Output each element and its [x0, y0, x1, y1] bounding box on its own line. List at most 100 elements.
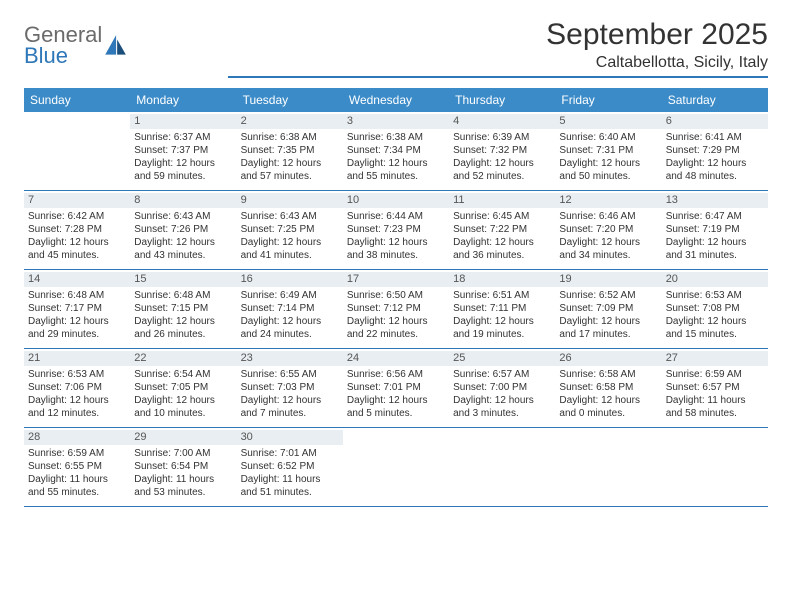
daylight-text: Daylight: 11 hours and 51 minutes. — [241, 473, 339, 499]
day-number: 24 — [343, 351, 449, 366]
day-cell: 21Sunrise: 6:53 AMSunset: 7:06 PMDayligh… — [24, 349, 130, 427]
day-cell: 14Sunrise: 6:48 AMSunset: 7:17 PMDayligh… — [24, 270, 130, 348]
day-number: 25 — [449, 351, 555, 366]
daylight-text: Daylight: 12 hours and 19 minutes. — [453, 315, 551, 341]
sunrise-text: Sunrise: 6:41 AM — [666, 131, 764, 144]
day-cell: 20Sunrise: 6:53 AMSunset: 7:08 PMDayligh… — [662, 270, 768, 348]
daylight-text: Daylight: 12 hours and 26 minutes. — [134, 315, 232, 341]
sunset-text: Sunset: 6:58 PM — [559, 381, 657, 394]
day-cell: 3Sunrise: 6:38 AMSunset: 7:34 PMDaylight… — [343, 112, 449, 190]
day-cell: 22Sunrise: 6:54 AMSunset: 7:05 PMDayligh… — [130, 349, 236, 427]
day-cell: 12Sunrise: 6:46 AMSunset: 7:20 PMDayligh… — [555, 191, 661, 269]
day-cell: 16Sunrise: 6:49 AMSunset: 7:14 PMDayligh… — [237, 270, 343, 348]
day-number: 10 — [343, 193, 449, 208]
daylight-text: Daylight: 12 hours and 3 minutes. — [453, 394, 551, 420]
day-number: 30 — [237, 430, 343, 445]
sunrise-text: Sunrise: 6:37 AM — [134, 131, 232, 144]
sunset-text: Sunset: 7:05 PM — [134, 381, 232, 394]
daylight-text: Daylight: 12 hours and 38 minutes. — [347, 236, 445, 262]
sunrise-text: Sunrise: 6:40 AM — [559, 131, 657, 144]
day-number: 8 — [130, 193, 236, 208]
sunrise-text: Sunrise: 6:50 AM — [347, 289, 445, 302]
sunrise-text: Sunrise: 6:48 AM — [134, 289, 232, 302]
day-number: 2 — [237, 114, 343, 129]
sunset-text: Sunset: 7:22 PM — [453, 223, 551, 236]
daylight-text: Daylight: 12 hours and 45 minutes. — [28, 236, 126, 262]
sunrise-text: Sunrise: 6:58 AM — [559, 368, 657, 381]
week-row: 21Sunrise: 6:53 AMSunset: 7:06 PMDayligh… — [24, 349, 768, 428]
sunrise-text: Sunrise: 6:56 AM — [347, 368, 445, 381]
sunrise-text: Sunrise: 6:43 AM — [134, 210, 232, 223]
sunset-text: Sunset: 6:52 PM — [241, 460, 339, 473]
daylight-text: Daylight: 12 hours and 57 minutes. — [241, 157, 339, 183]
week-row: 1Sunrise: 6:37 AMSunset: 7:37 PMDaylight… — [24, 112, 768, 191]
day-cell: 5Sunrise: 6:40 AMSunset: 7:31 PMDaylight… — [555, 112, 661, 190]
sunrise-text: Sunrise: 6:38 AM — [347, 131, 445, 144]
dow-saturday: Saturday — [662, 88, 768, 112]
sunset-text: Sunset: 7:23 PM — [347, 223, 445, 236]
day-cell: 10 Sunrise: 6:44 AMSunset: 7:23 PMDayligh… — [343, 191, 449, 269]
day-cell — [555, 428, 661, 506]
sunset-text: Sunset: 7:09 PM — [559, 302, 657, 315]
daylight-text: Daylight: 11 hours and 55 minutes. — [28, 473, 126, 499]
day-number: 7 — [24, 193, 130, 208]
sunrise-text: Sunrise: 6:45 AM — [453, 210, 551, 223]
sunrise-text: Sunrise: 6:59 AM — [28, 447, 126, 460]
week-row: 28Sunrise: 6:59 AMSunset: 6:55 PMDayligh… — [24, 428, 768, 507]
day-cell: 19Sunrise: 6:52 AMSunset: 7:09 PMDayligh… — [555, 270, 661, 348]
daylight-text: Daylight: 12 hours and 48 minutes. — [666, 157, 764, 183]
day-cell: 27Sunrise: 6:59 AMSunset: 6:57 PMDayligh… — [662, 349, 768, 427]
daylight-text: Daylight: 12 hours and 50 minutes. — [559, 157, 657, 183]
sunrise-text: Sunrise: 6:42 AM — [28, 210, 126, 223]
sunrise-text: Sunrise: 6:39 AM — [453, 131, 551, 144]
daylight-text: Daylight: 12 hours and 29 minutes. — [28, 315, 126, 341]
weeks-container: 1Sunrise: 6:37 AMSunset: 7:37 PMDaylight… — [24, 112, 768, 507]
day-number: 9 — [237, 193, 343, 208]
sunset-text: Sunset: 7:17 PM — [28, 302, 126, 315]
logo-sail-icon — [102, 33, 128, 59]
day-number: 3 — [343, 114, 449, 129]
day-cell: 17Sunrise: 6:50 AMSunset: 7:12 PMDayligh… — [343, 270, 449, 348]
sunset-text: Sunset: 7:35 PM — [241, 144, 339, 157]
sunrise-text: Sunrise: 6:38 AM — [241, 131, 339, 144]
location: Caltabellotta, Sicily, Italy — [228, 54, 768, 78]
day-number: 20 — [662, 272, 768, 287]
sunset-text: Sunset: 6:55 PM — [28, 460, 126, 473]
sunrise-text: Sunrise: 6:49 AM — [241, 289, 339, 302]
day-number: 16 — [237, 272, 343, 287]
daylight-text: Daylight: 12 hours and 52 minutes. — [453, 157, 551, 183]
calendar-page: General Blue September 2025 Caltabellott… — [0, 0, 792, 507]
day-number: 11 — [449, 193, 555, 208]
sunset-text: Sunset: 7:12 PM — [347, 302, 445, 315]
sunset-text: Sunset: 7:08 PM — [666, 302, 764, 315]
daylight-text: Daylight: 12 hours and 24 minutes. — [241, 315, 339, 341]
dow-tuesday: Tuesday — [237, 88, 343, 112]
logo: General Blue — [24, 18, 128, 67]
sunset-text: Sunset: 7:11 PM — [453, 302, 551, 315]
daylight-text: Daylight: 12 hours and 55 minutes. — [347, 157, 445, 183]
sunrise-text: Sunrise: 6:44 AM — [347, 210, 445, 223]
sunrise-text: Sunrise: 6:48 AM — [28, 289, 126, 302]
sunset-text: Sunset: 7:29 PM — [666, 144, 764, 157]
day-cell — [449, 428, 555, 506]
day-number: 5 — [555, 114, 661, 129]
sunset-text: Sunset: 7:37 PM — [134, 144, 232, 157]
sunset-text: Sunset: 7:25 PM — [241, 223, 339, 236]
daylight-text: Daylight: 12 hours and 31 minutes. — [666, 236, 764, 262]
day-cell: 1Sunrise: 6:37 AMSunset: 7:37 PMDaylight… — [130, 112, 236, 190]
week-row: 14Sunrise: 6:48 AMSunset: 7:17 PMDayligh… — [24, 270, 768, 349]
header: General Blue September 2025 Caltabellott… — [24, 18, 768, 78]
day-cell — [24, 112, 130, 190]
day-cell: 9Sunrise: 6:43 AMSunset: 7:25 PMDaylight… — [237, 191, 343, 269]
dow-thursday: Thursday — [449, 88, 555, 112]
sunset-text: Sunset: 7:20 PM — [559, 223, 657, 236]
sunrise-text: Sunrise: 6:51 AM — [453, 289, 551, 302]
day-cell — [662, 428, 768, 506]
day-number: 29 — [130, 430, 236, 445]
daylight-text: Daylight: 12 hours and 17 minutes. — [559, 315, 657, 341]
sunset-text: Sunset: 7:06 PM — [28, 381, 126, 394]
day-cell: 23Sunrise: 6:55 AMSunset: 7:03 PMDayligh… — [237, 349, 343, 427]
day-number: 17 — [343, 272, 449, 287]
daylight-text: Daylight: 12 hours and 10 minutes. — [134, 394, 232, 420]
day-cell: 2 Sunrise: 6:38 AMSunset: 7:35 PMDaylight… — [237, 112, 343, 190]
